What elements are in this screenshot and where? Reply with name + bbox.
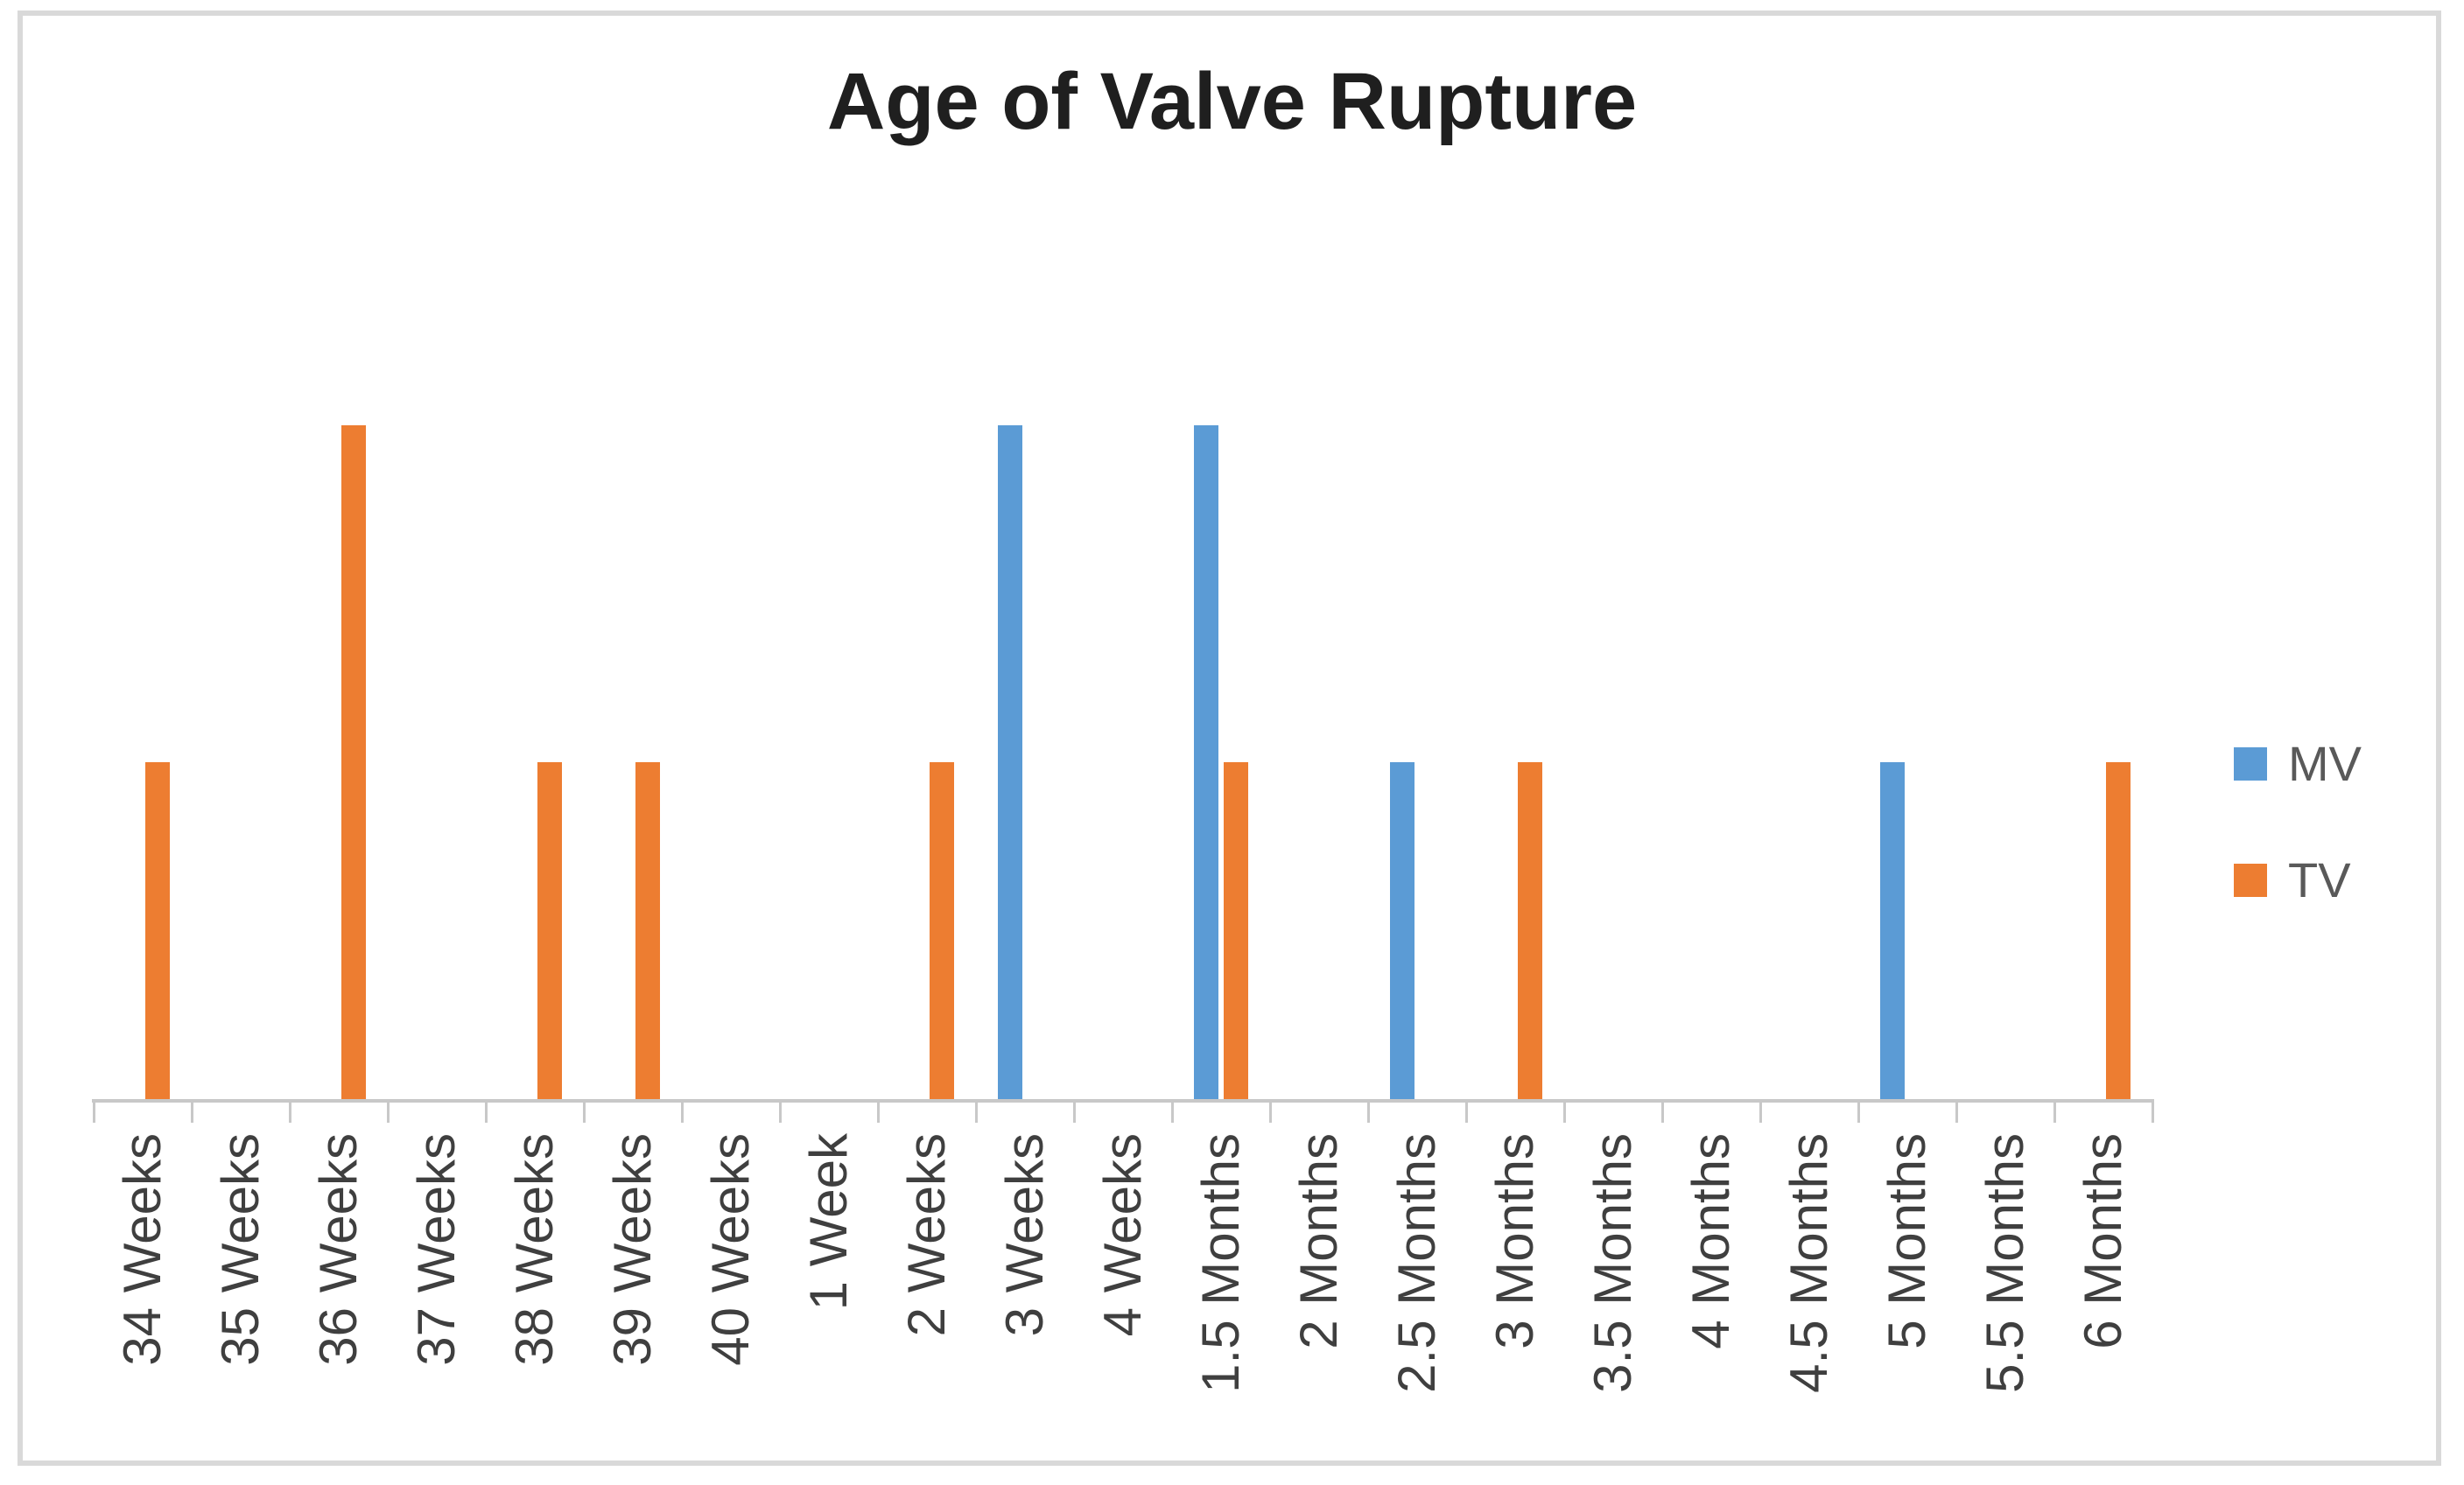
bar-mv-3-weeks [998,425,1022,1099]
x-axis-tick [877,1099,880,1123]
x-axis-label: 4 Weeks [1093,1133,1152,1337]
bar-tv-38-weeks [537,762,562,1099]
x-axis-tick [191,1099,193,1123]
x-axis-line [92,1099,2154,1103]
bar-tv-3-months [1518,762,1542,1099]
x-axis-tick [583,1099,586,1123]
x-axis-label: 3.5 Months [1583,1133,1642,1393]
x-axis-label: 34 Weeks [113,1133,172,1366]
bar-tv-6-months [2106,762,2131,1099]
x-axis-tick [779,1099,782,1123]
x-axis-label: 35 Weeks [211,1133,270,1366]
x-axis-tick [1465,1099,1468,1123]
legend-item-tv: TV [2234,856,2351,905]
x-axis-label: 5.5 Months [1976,1133,2034,1393]
chart-border [18,11,2441,1466]
x-axis-tick [2053,1099,2056,1123]
x-axis-tick [2152,1099,2154,1123]
x-axis-label: 3 Weeks [995,1133,1054,1337]
x-axis-tick [681,1099,684,1123]
x-axis-tick [1759,1099,1762,1123]
bar-mv-5-months [1880,762,1905,1099]
x-axis-tick [387,1099,390,1123]
legend-item-mv: MV [2234,739,2362,788]
bar-tv-34-weeks [145,762,170,1099]
bar-mv-1.5-months [1194,425,1218,1099]
bar-tv-2-weeks [930,762,954,1099]
x-axis-label: 2 Weeks [897,1133,956,1337]
x-axis-label: 1 Week [799,1133,858,1311]
tv-legend-swatch [2234,864,2267,897]
x-axis-tick [289,1099,291,1123]
x-axis-tick [1367,1099,1370,1123]
x-axis-label: 38 Weeks [505,1133,564,1366]
chart-title: Age of Valve Rupture [826,57,1638,146]
x-axis-tick [93,1099,95,1123]
mv-legend-swatch [2234,747,2267,781]
x-axis-label: 6 Months [2074,1133,2132,1349]
x-axis-tick [975,1099,978,1123]
tv-legend-label: TV [2288,852,2351,907]
x-axis-label: 2 Months [1289,1133,1348,1349]
x-axis-tick [1269,1099,1272,1123]
x-axis-label: 5 Months [1878,1133,1936,1349]
x-axis-tick [1171,1099,1174,1123]
bar-tv-36-weeks [341,425,366,1099]
x-axis-label: 4 Months [1681,1133,1740,1349]
x-axis-tick [485,1099,488,1123]
x-axis-label: 3 Months [1485,1133,1544,1349]
x-axis-label: 40 Weeks [701,1133,760,1366]
x-axis-tick [1857,1099,1860,1123]
x-axis-label: 2.5 Months [1387,1133,1446,1393]
bar-tv-1.5-months [1224,762,1248,1099]
x-axis-label: 36 Weeks [309,1133,368,1366]
x-axis-label: 1.5 Months [1191,1133,1250,1393]
bar-mv-2.5-months [1390,762,1415,1099]
mv-legend-label: MV [2288,736,2362,791]
x-axis-tick [1661,1099,1664,1123]
x-axis-tick [1563,1099,1566,1123]
x-axis-label: 4.5 Months [1780,1133,1838,1393]
x-axis-tick [1955,1099,1958,1123]
x-axis-label: 39 Weeks [603,1133,662,1366]
x-axis-label: 37 Weeks [407,1133,466,1366]
x-axis-tick [1073,1099,1076,1123]
bar-tv-39-weeks [635,762,660,1099]
